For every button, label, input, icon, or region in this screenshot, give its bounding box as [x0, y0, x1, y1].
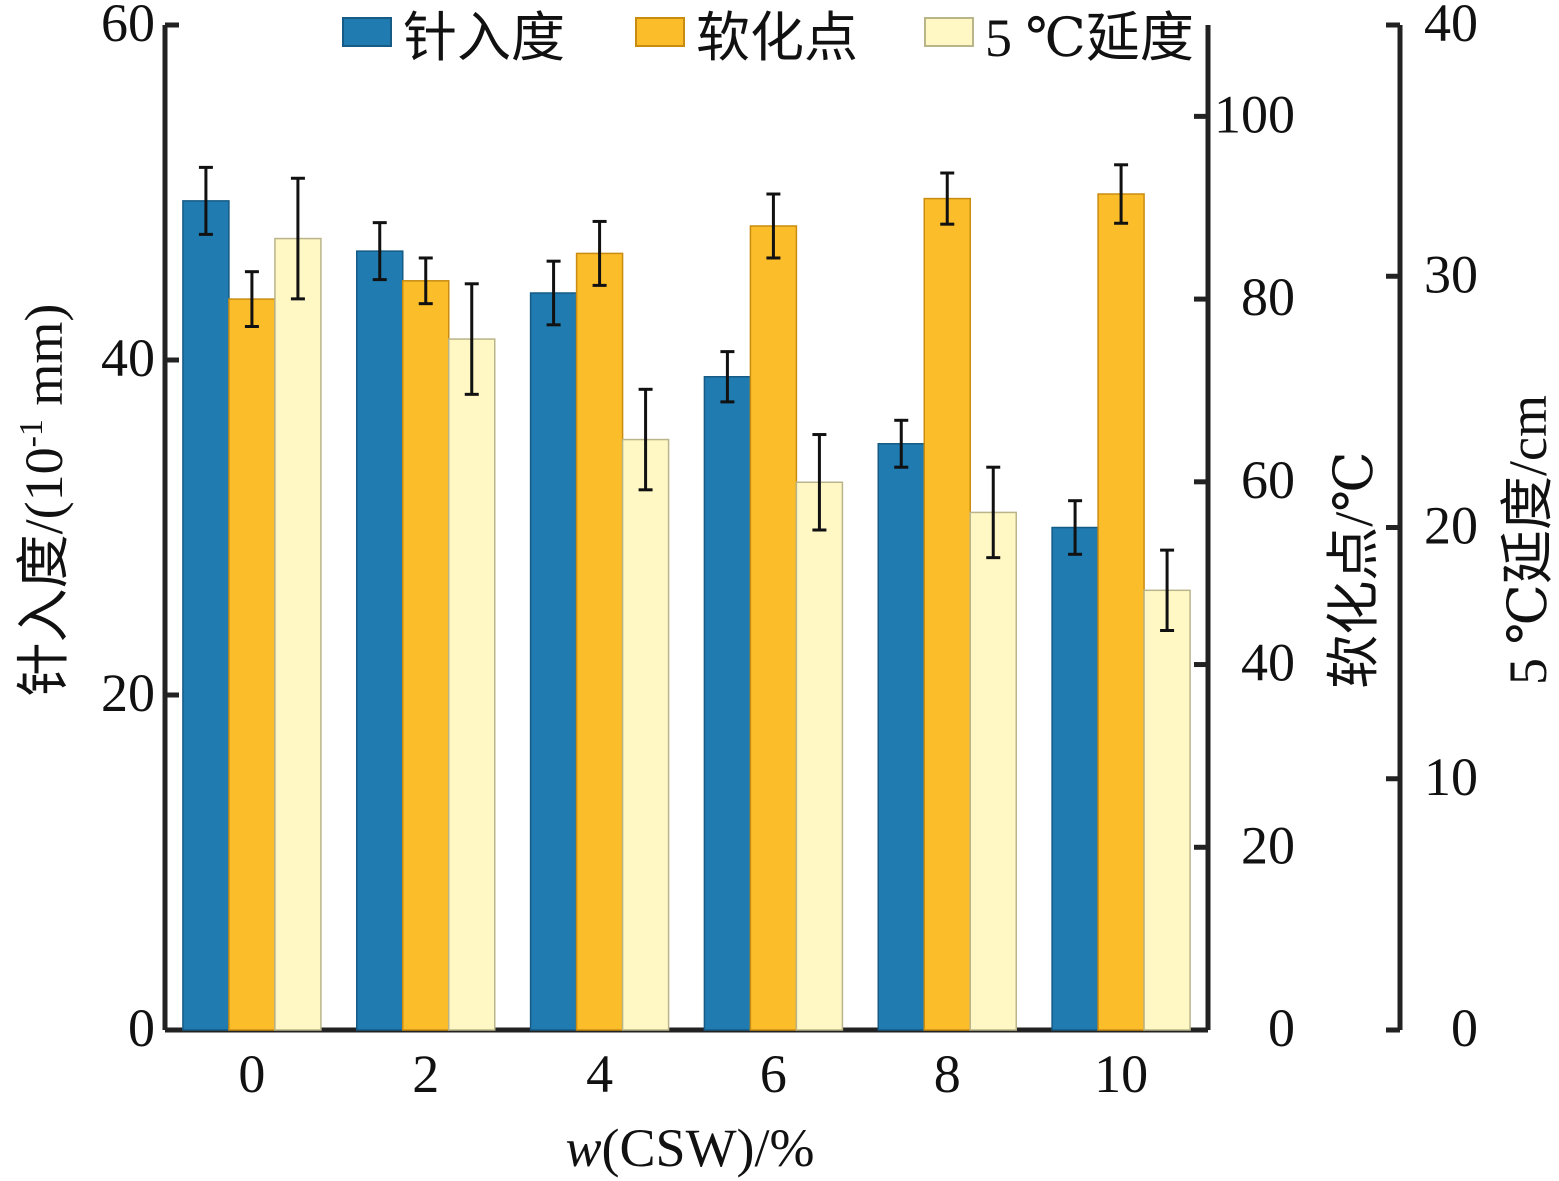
legend-swatch	[635, 17, 685, 47]
right1-axis-tick-label: 20	[1241, 815, 1295, 875]
bar	[356, 250, 404, 1031]
bar	[1051, 526, 1099, 1031]
left-axis-title-main: 针入度/(10	[14, 447, 74, 696]
x-axis-tick-label: 6	[760, 1044, 787, 1104]
left-axis-title-end: mm)	[14, 304, 74, 420]
x-axis-tick-label: 0	[238, 1044, 265, 1104]
x-axis-title-italic: w	[566, 1118, 602, 1178]
bar	[228, 298, 276, 1031]
right1-axis-title: 软化点/℃	[1324, 451, 1384, 688]
error-bars-layer	[198, 163, 1175, 633]
right2-axis-tick-label: 0	[1451, 998, 1478, 1058]
bar	[402, 280, 450, 1031]
right2-axis-tick-label: 30	[1424, 244, 1478, 304]
legend-label: 针入度	[403, 8, 565, 68]
left-axis-title-sup: -1	[13, 419, 50, 447]
bar	[749, 225, 798, 1031]
bar	[1143, 589, 1191, 1031]
bar	[1097, 193, 1145, 1031]
right1-axis-tick-label: 40	[1241, 633, 1295, 693]
bar	[877, 443, 925, 1031]
bar	[575, 252, 624, 1031]
bar	[795, 481, 844, 1031]
left-axis-tick-label: 20	[101, 663, 155, 723]
x-axis-title: w(CSW)/%	[566, 1118, 815, 1178]
legend-label: 5 ℃延度	[985, 8, 1194, 68]
right2-axis-title: 5 ℃延度/cm	[1498, 395, 1558, 685]
ticks-layer: 0 20 40 60 0 20 40 60 80 100 0 10 20 30 40 0 2 4 6 8 10	[101, 0, 1478, 1104]
right1-axis-tick-label: 60	[1241, 450, 1295, 510]
x-axis-tick-label: 2	[412, 1044, 439, 1104]
right2-axis-tick-label: 10	[1424, 747, 1478, 807]
x-axis-tick-label: 4	[586, 1044, 613, 1104]
right1-axis-tick-label: 80	[1241, 267, 1295, 327]
bar	[274, 237, 322, 1031]
bar	[703, 376, 752, 1031]
bar	[621, 438, 670, 1031]
x-axis-title-rest: (CSW)/%	[602, 1118, 815, 1178]
bar	[448, 338, 496, 1031]
bar	[182, 200, 230, 1031]
legend-swatch	[342, 17, 392, 47]
legend: 针入度 软化点 5 ℃延度	[342, 8, 1194, 68]
x-axis-tick-label: 8	[934, 1044, 961, 1104]
left-axis-tick-label: 40	[101, 328, 155, 388]
legend-label: 软化点	[696, 8, 858, 68]
bar	[969, 511, 1017, 1031]
right2-axis-tick-label: 40	[1424, 0, 1478, 53]
bars-layer	[182, 193, 1191, 1031]
legend-swatch	[924, 17, 974, 47]
left-axis-title: 针入度/(10-1 mm)	[13, 304, 74, 697]
left-axis-tick-label: 0	[128, 998, 155, 1058]
bar	[923, 197, 971, 1031]
right1-axis-tick-label: 100	[1214, 84, 1295, 144]
bar	[529, 292, 578, 1031]
right2-axis-tick-label: 20	[1424, 496, 1478, 556]
x-axis-tick-label: 10	[1094, 1044, 1148, 1104]
left-axis-tick-label: 60	[101, 0, 155, 53]
right1-axis-tick-label: 0	[1268, 998, 1295, 1058]
